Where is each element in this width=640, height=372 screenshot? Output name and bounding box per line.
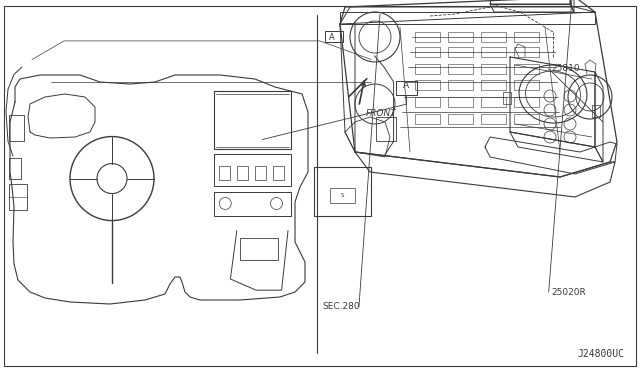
Bar — [448, 80, 473, 90]
Bar — [514, 64, 539, 74]
Bar — [273, 166, 284, 180]
Bar — [415, 80, 440, 90]
Text: FRONT: FRONT — [366, 109, 397, 118]
Bar — [415, 47, 440, 57]
Bar — [214, 154, 291, 186]
Bar — [219, 166, 230, 180]
Bar — [481, 97, 506, 107]
Bar — [514, 97, 539, 107]
Bar — [514, 80, 539, 90]
Bar — [481, 64, 506, 74]
Bar — [330, 188, 355, 203]
Bar — [214, 192, 291, 216]
Bar — [448, 64, 473, 74]
Bar — [481, 80, 506, 90]
Bar — [481, 32, 506, 42]
Bar — [415, 32, 440, 42]
Text: 25810: 25810 — [552, 64, 580, 73]
Text: J24800UC: J24800UC — [577, 349, 624, 359]
Bar — [376, 117, 396, 141]
Bar — [9, 158, 21, 179]
Text: A: A — [403, 81, 410, 90]
Bar — [514, 114, 539, 124]
Bar — [396, 81, 417, 95]
Bar — [448, 32, 473, 42]
Bar — [314, 167, 371, 216]
Text: S: S — [340, 193, 344, 198]
Bar — [240, 238, 278, 260]
Text: A: A — [329, 33, 335, 42]
Text: 25020R: 25020R — [552, 288, 586, 296]
Bar — [415, 97, 440, 107]
Bar — [448, 97, 473, 107]
Bar — [448, 114, 473, 124]
Bar — [325, 31, 343, 42]
Text: SEC.280: SEC.280 — [322, 302, 360, 311]
Bar — [415, 114, 440, 124]
Bar — [514, 32, 539, 42]
Bar — [214, 91, 291, 149]
Bar — [255, 166, 266, 180]
Bar — [481, 47, 506, 57]
Bar — [9, 115, 24, 141]
Bar — [237, 166, 248, 180]
Bar — [9, 184, 27, 210]
Bar — [415, 64, 440, 74]
Bar — [503, 92, 511, 104]
Bar — [448, 47, 473, 57]
Bar — [481, 114, 506, 124]
Bar — [514, 47, 539, 57]
Bar — [592, 105, 600, 117]
